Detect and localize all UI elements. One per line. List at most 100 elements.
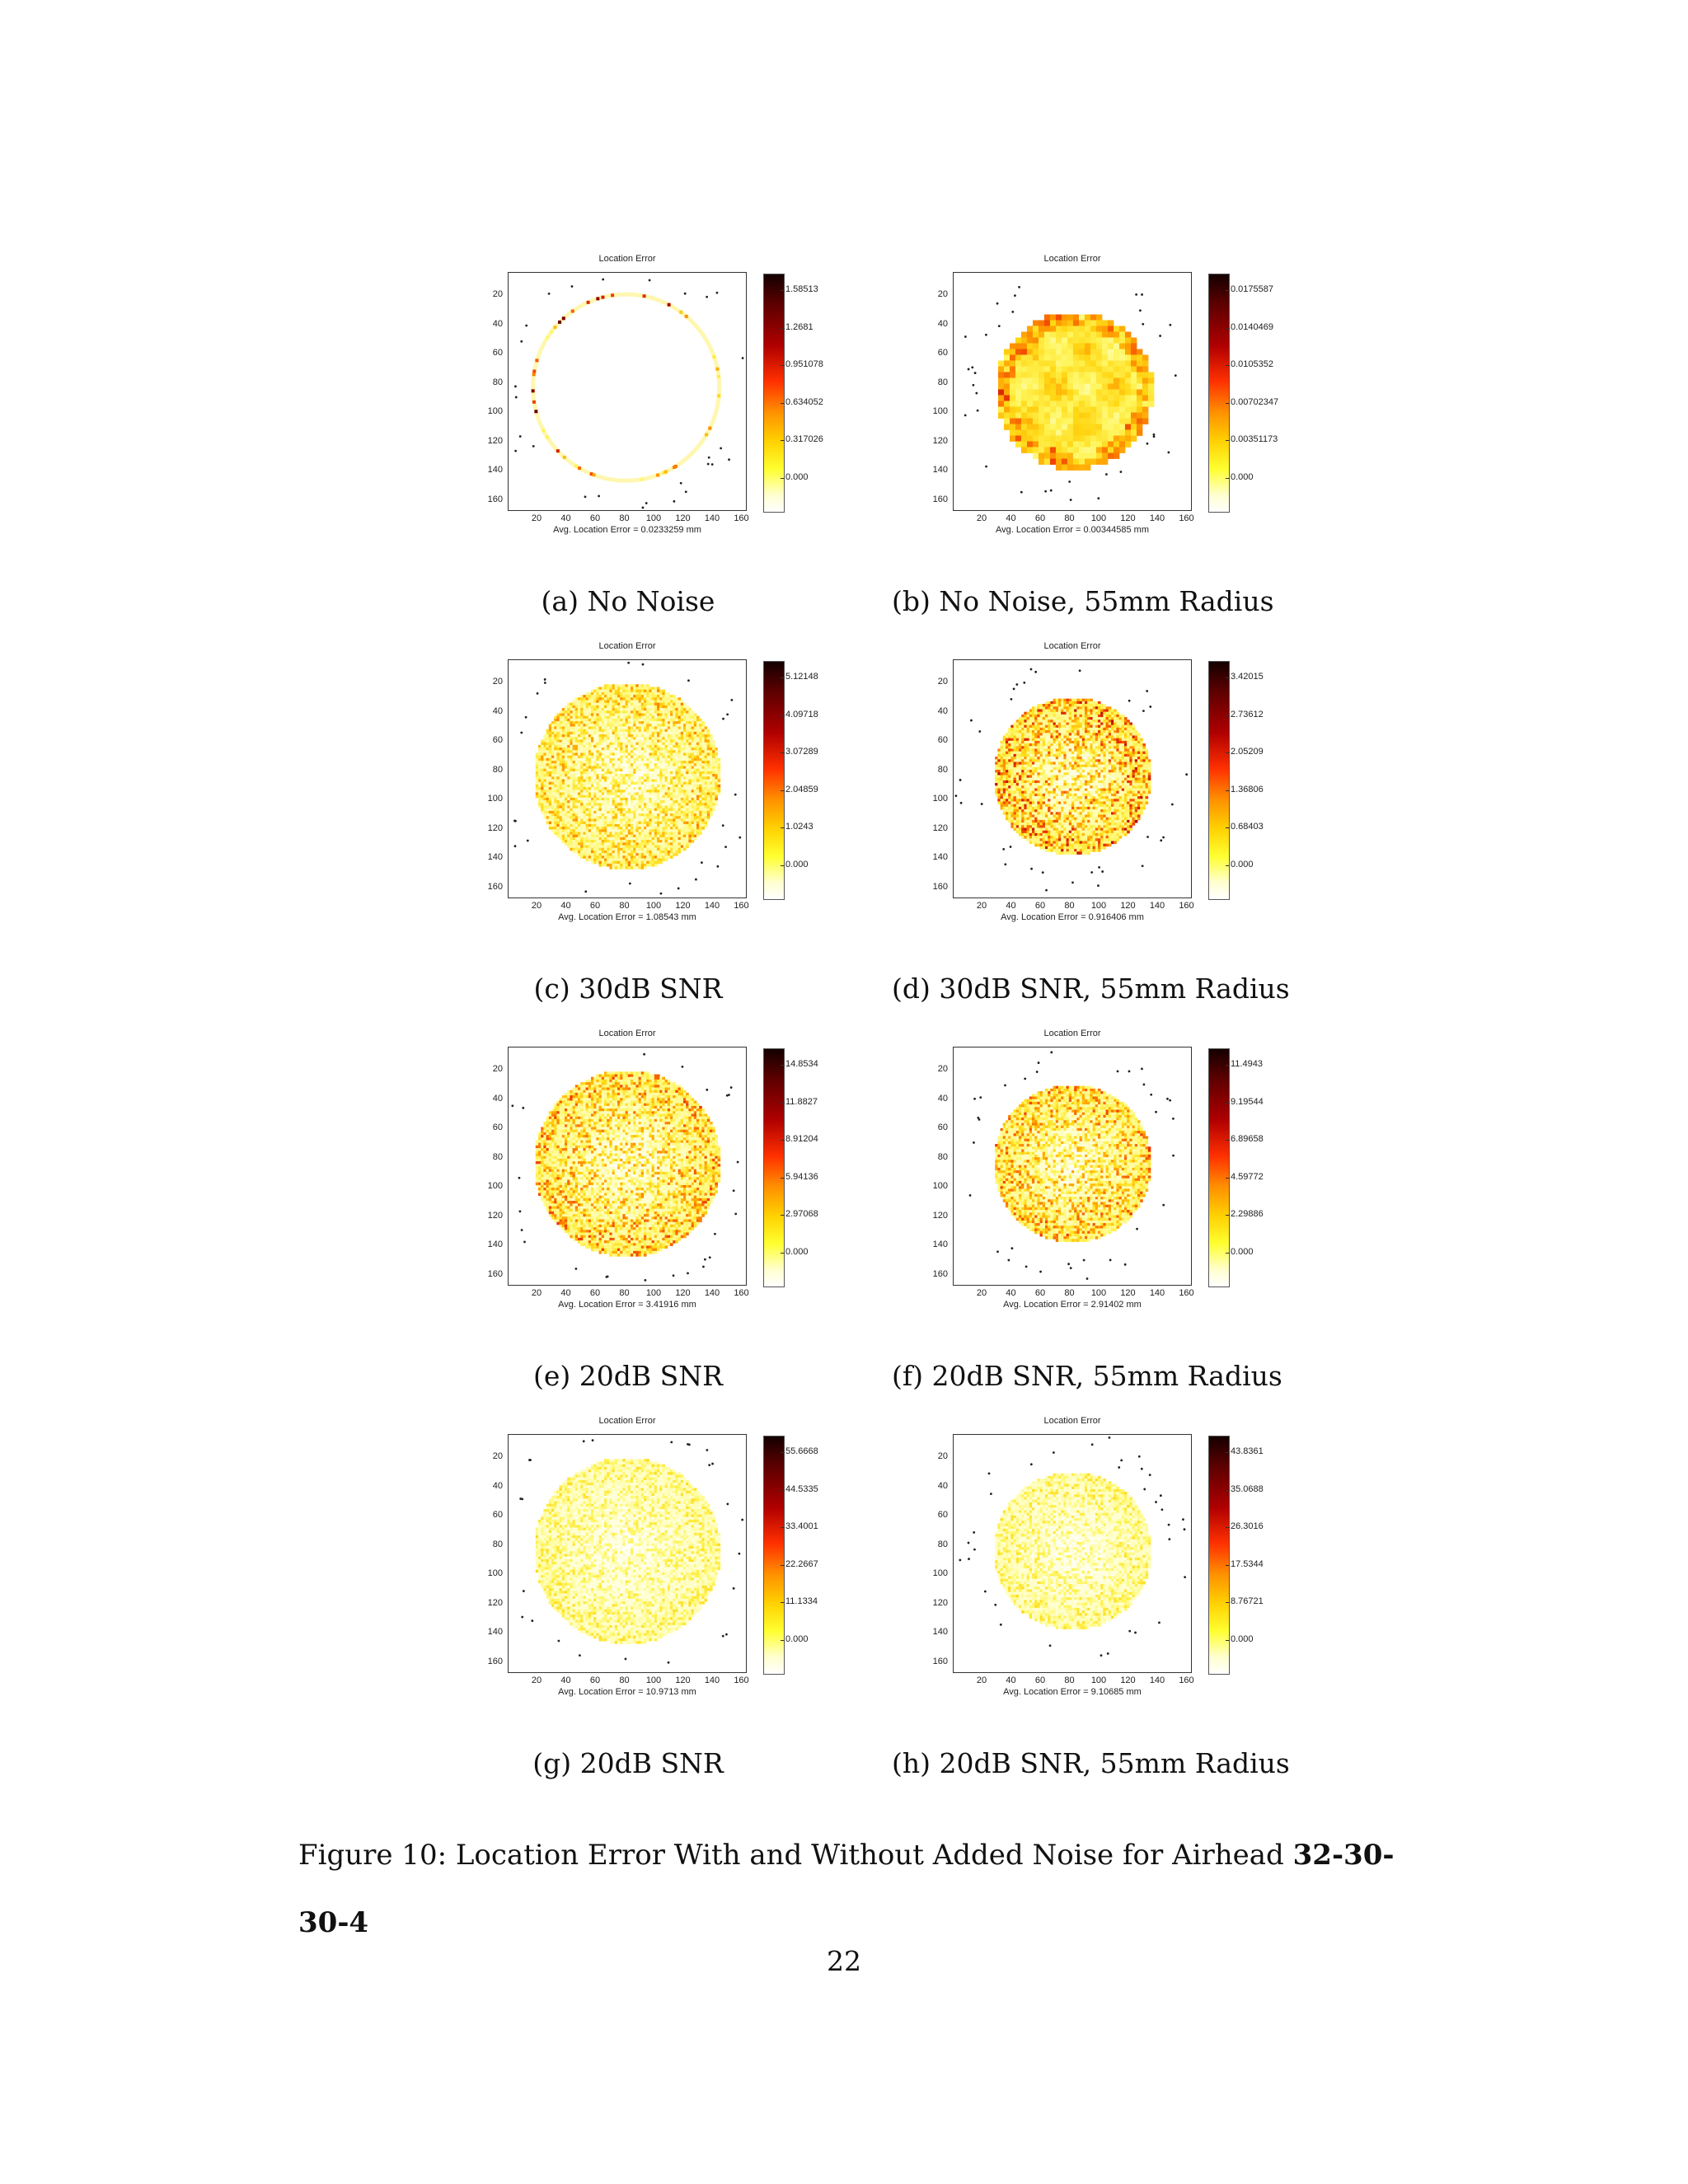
heatmap-cell [580,739,584,743]
heatmap-cell [627,695,631,698]
sensor-dot [985,333,987,336]
heatmap-cell [625,818,629,823]
heatmap-cell [673,729,676,733]
heatmap-cell [570,742,573,746]
heatmap-cell [693,731,697,735]
heatmap-cell [701,766,705,770]
heatmap-cell [601,768,605,772]
heatmap-cell [659,847,663,851]
heatmap-cell [701,784,705,788]
heatmap-cell [567,784,570,788]
heatmap-cell [625,800,629,804]
heatmap-cell [1055,354,1062,361]
heatmap-cell [691,737,695,740]
heatmap-cell [561,784,565,788]
heatmap-cell [1026,372,1034,378]
heatmap-cell [588,794,592,799]
heatmap-cell [1038,412,1045,419]
sensor-dot [1152,433,1156,436]
heatmap-cell [622,700,626,704]
heatmap-cell [1026,401,1034,407]
x-tick-label: 40 [554,513,579,523]
heatmap-cell [706,781,710,785]
heatmap-cell [607,721,610,724]
heatmap-cell [667,784,671,788]
heatmap-cell [706,776,710,780]
heatmap-cell [574,755,579,759]
heatmap-cell [643,794,647,799]
heatmap-cell [541,790,544,793]
heatmap-cell [659,761,663,764]
heatmap-cell [640,729,645,733]
heatmap-cell [1084,441,1091,448]
heatmap-cell [596,855,599,859]
heatmap-cell [693,829,697,832]
sensor-dot [518,435,522,438]
heatmap-cell [622,689,626,693]
heatmap-cell [1113,429,1120,436]
x-tick-label: 120 [671,901,696,911]
heatmap-cell [574,823,579,827]
heatmap-cell [574,721,579,724]
heatmap-cell [598,710,603,714]
heatmap-cell [590,708,594,711]
heatmap-cell [617,832,621,836]
heatmap-cell [556,818,560,823]
heatmap-cell [682,797,687,801]
heatmap-cell [696,766,700,770]
heatmap-cell [601,757,605,762]
heatmap-cell [646,742,649,746]
heatmap-cell [675,781,678,785]
heatmap-cell [664,744,668,748]
heatmap-cell [577,757,581,762]
heatmap-cell [686,748,689,751]
subfigure-caption: (a) No Noise [463,585,793,617]
heatmap-cell [699,805,702,809]
heatmap-cell [667,821,671,825]
heatmap-cell [1090,701,1093,705]
heatmap-cell [688,784,692,788]
heatmap-cell [1107,418,1114,424]
heatmap-cell [596,853,599,856]
heatmap-cell [1063,719,1067,723]
heatmap-cell [1095,714,1099,718]
heatmap-cell [622,731,626,735]
heatmap-cell [607,781,610,785]
heatmap-cell [704,816,708,819]
heatmap-cell [635,797,639,801]
heatmap-cell [627,708,631,711]
heatmap-cell [1043,401,1051,407]
heatmap-cell [601,787,605,790]
sensor-dot [536,691,539,695]
heatmap-cell [622,715,626,719]
heatmap-cell [593,827,597,830]
heatmap-cell [654,816,658,819]
heatmap-cell [633,761,636,764]
heatmap-cell [620,708,623,711]
heatmap-cell [627,700,631,704]
heatmap-cell [669,776,673,780]
heatmap-cell [675,776,678,780]
heatmap-cell [537,803,542,806]
avg-location-error: Avg. Location Error = 1.08543 mm [508,912,747,922]
y-tick-label: 120 [470,436,503,446]
heatmap-cell [561,816,565,819]
heatmap-cell [678,837,682,841]
heatmap-cell [646,829,649,832]
heatmap-cell [588,755,592,759]
heatmap-cell [664,757,668,762]
heatmap-cell [567,755,570,759]
heatmap-cell [588,827,592,830]
heatmap-cell [1066,709,1070,713]
heatmap-cell [551,792,555,796]
heatmap-cell [673,853,676,856]
heatmap-cell [574,781,579,785]
heatmap-cell [617,787,621,790]
heatmap-cell [662,794,665,799]
heatmap-cell [669,784,673,788]
heatmap-cell [614,721,618,724]
heatmap-cell [1108,709,1112,713]
heatmap-cell [1043,441,1051,448]
heatmap-cell [654,715,658,719]
heatmap-cell [625,834,629,838]
